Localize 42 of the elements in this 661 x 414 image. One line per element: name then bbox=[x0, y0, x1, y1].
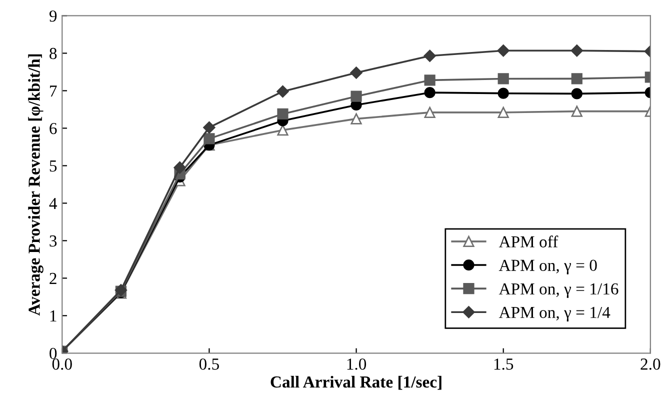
x-tick-label: 0.0 bbox=[52, 358, 72, 370]
point bbox=[424, 106, 436, 118]
legend-label: APM on, γ = 1/4 bbox=[498, 306, 610, 322]
point bbox=[571, 73, 582, 84]
point bbox=[424, 74, 436, 86]
point bbox=[350, 113, 362, 124]
x-tick-label: 1.0 bbox=[347, 358, 366, 370]
point bbox=[570, 44, 583, 57]
x-tick-label: 0.5 bbox=[199, 358, 219, 370]
point bbox=[350, 66, 362, 79]
point bbox=[203, 121, 216, 134]
point bbox=[277, 108, 288, 120]
legend-label: APM on, γ = 0 bbox=[498, 260, 597, 274]
point bbox=[174, 161, 186, 174]
x-axis-title: Call Arrival Rate [1/sec] bbox=[270, 376, 442, 390]
point bbox=[424, 87, 436, 98]
y-tick-label: 5 bbox=[50, 160, 57, 172]
point bbox=[204, 133, 215, 144]
y-tick-label: 7 bbox=[50, 86, 57, 96]
y-tick-label: 8 bbox=[50, 48, 57, 60]
x-tick-label: 1.5 bbox=[494, 358, 514, 370]
point bbox=[571, 106, 582, 117]
point bbox=[350, 90, 362, 102]
x-tick-label: 2.0 bbox=[640, 358, 660, 370]
point bbox=[276, 85, 289, 98]
y-tick-label: 6 bbox=[50, 122, 57, 134]
point bbox=[498, 73, 509, 84]
point bbox=[498, 88, 509, 99]
point bbox=[498, 106, 509, 118]
point bbox=[571, 88, 582, 100]
y-tick-label: 2 bbox=[50, 272, 56, 284]
legend-label: APM on, γ = 1/16 bbox=[498, 283, 618, 298]
legend-label: APM off bbox=[498, 236, 558, 248]
y-axis-title: Average Provider Revenue [φ/kbit/h] bbox=[28, 54, 44, 316]
y-tick-label: 4 bbox=[49, 198, 58, 209]
point bbox=[277, 124, 288, 136]
point bbox=[424, 50, 436, 62]
y-tick-label: 3 bbox=[50, 235, 57, 247]
y-tick-label: 1 bbox=[50, 310, 56, 322]
y-tick-label: 0 bbox=[50, 348, 57, 360]
y-tick-label: 9 bbox=[49, 10, 57, 22]
point bbox=[497, 44, 510, 57]
